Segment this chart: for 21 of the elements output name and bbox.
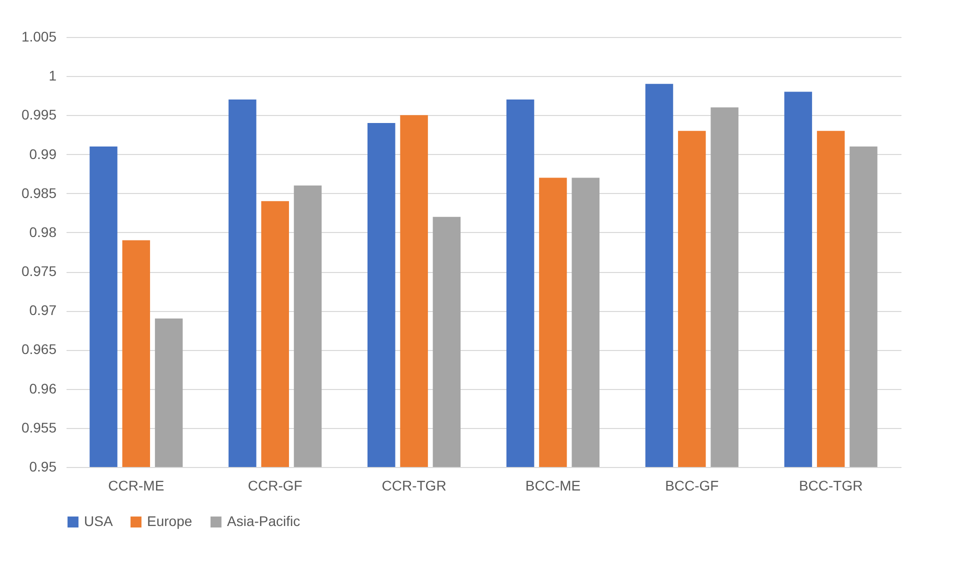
y-tick-label: 0.95 (29, 458, 57, 474)
y-tick-label: 0.96 (29, 380, 57, 396)
x-tick-label: BCC-TGR (798, 478, 863, 494)
y-tick-label: 0.965 (21, 341, 57, 358)
legend-label: Europe (147, 513, 192, 529)
x-tick-label: CCR-TGR (382, 478, 446, 494)
x-tick-label: BCC-ME (525, 478, 581, 494)
y-tick-label: 0.975 (21, 263, 57, 280)
legend-label: Asia-Pacific (227, 513, 300, 529)
y-tick-label: 1 (48, 68, 57, 84)
x-tick-label: CCR-ME (108, 478, 164, 494)
y-tick-label: 0.98 (29, 224, 57, 240)
y-tick-label: 1.005 (21, 28, 57, 44)
legend-label: USA (84, 513, 114, 529)
x-tick-label: BCC-GF (665, 478, 719, 494)
y-tick-label: 0.97 (29, 302, 57, 318)
x-tick-label: CCR-GF (248, 478, 302, 494)
y-tick-label: 0.955 (21, 419, 57, 436)
y-tick-label: 0.985 (21, 184, 57, 201)
y-tick-label: 0.99 (29, 146, 57, 162)
y-tick-label: 0.995 (21, 106, 57, 123)
